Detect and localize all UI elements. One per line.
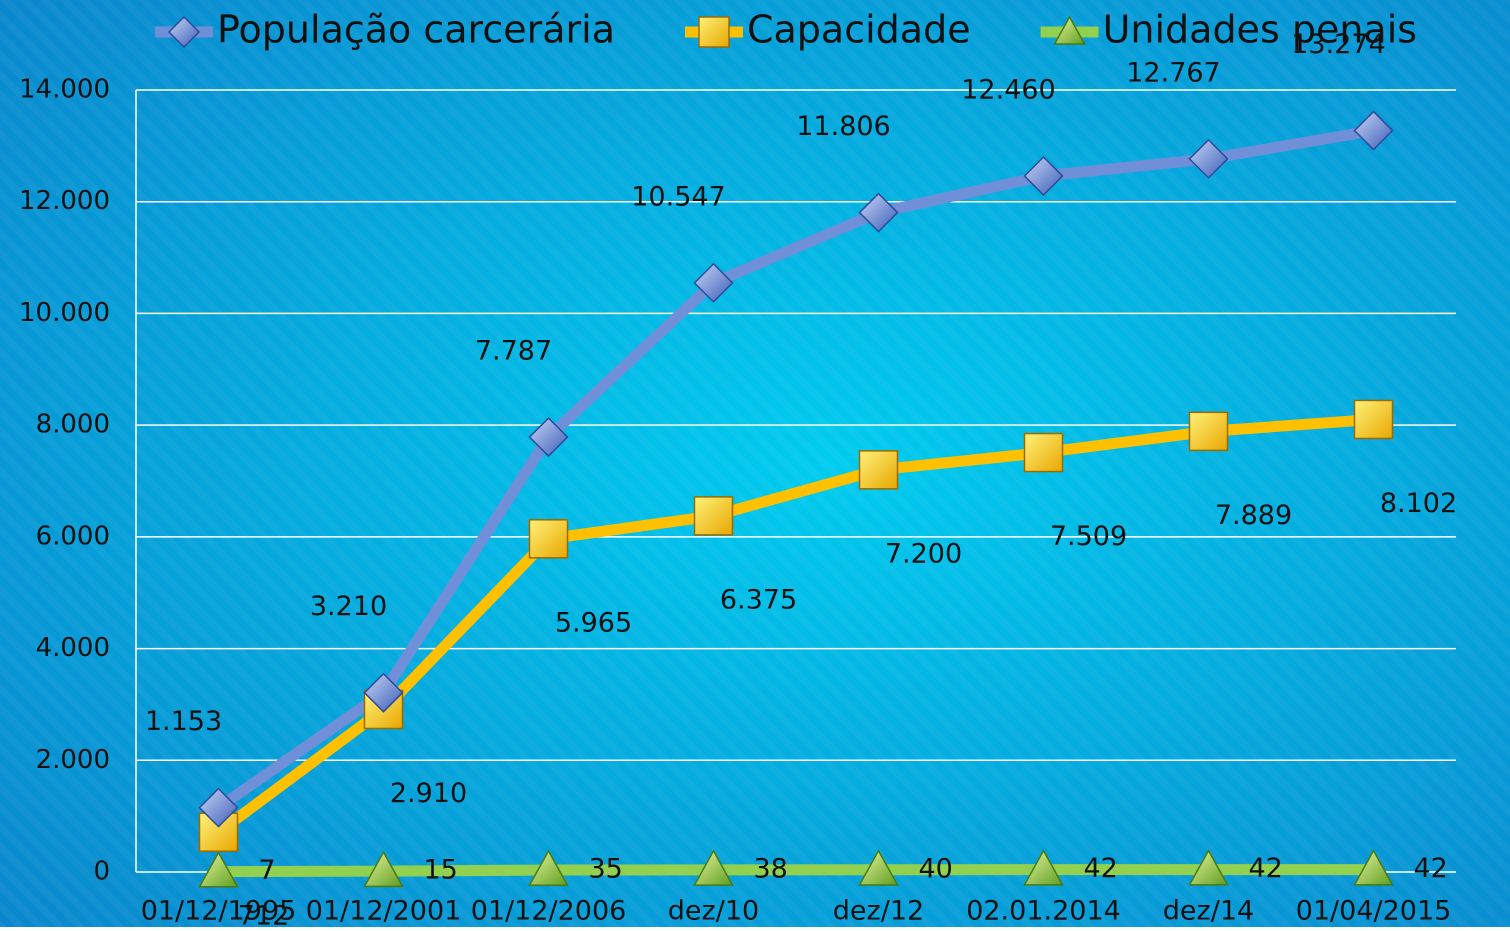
marker-diamond: [528, 416, 569, 458]
y-tick-label: 14.000: [19, 75, 110, 105]
marker-diamond: [858, 192, 899, 233]
y-tick-label: 0: [93, 857, 110, 887]
marker-triangle: [1188, 849, 1229, 886]
marker-diamond: [363, 672, 404, 713]
marker-diamond: [693, 262, 734, 303]
marker-diamond: [1188, 138, 1229, 179]
series-line: [215, 413, 1374, 837]
data-label: 712: [238, 901, 290, 927]
y-tick-label: 12.000: [19, 186, 110, 216]
y-tick-label: 6.000: [36, 521, 110, 551]
data-label: 35: [589, 854, 623, 885]
marker-diamond: [1023, 155, 1064, 197]
data-label: 7: [259, 855, 276, 886]
marker-triangle: [198, 851, 239, 888]
data-label: 38: [754, 853, 788, 884]
legend-label: Unidades penais: [1103, 8, 1417, 52]
data-label: 7.787: [475, 336, 552, 367]
x-tick-label: 01/04/2015: [1296, 896, 1452, 927]
marker-triangle: [1353, 849, 1394, 886]
data-label: 7.200: [885, 538, 962, 569]
marker-diamond: [167, 15, 201, 49]
x-tick-label: 02.01.2014: [966, 896, 1121, 927]
marker-diamond: [198, 787, 239, 828]
data-label: 15: [424, 855, 458, 886]
marker-triangle: [1023, 849, 1064, 886]
marker-triangle: [1053, 15, 1086, 45]
x-tick-label: dez/10: [668, 896, 759, 927]
data-label: 5.965: [555, 607, 632, 638]
x-tick-label: dez/14: [1163, 896, 1254, 927]
data-label: 2.910: [390, 778, 467, 809]
y-tick-label: 4.000: [36, 633, 110, 663]
data-label: 7.889: [1215, 500, 1292, 531]
data-label: 40: [919, 853, 953, 884]
marker-square: [1188, 411, 1229, 452]
legend-label: Capacidade: [747, 8, 971, 52]
data-label: 13.274: [1291, 29, 1385, 60]
y-tick-label: 8.000: [36, 410, 110, 440]
marker-diamond: [1353, 110, 1394, 151]
marker-triangle: [858, 849, 899, 886]
y-tick-label: 2.000: [36, 745, 110, 775]
x-tick-label: 01/12/1995: [141, 896, 297, 927]
data-label: 12.767: [1126, 57, 1220, 88]
data-label: 42: [1084, 853, 1118, 884]
data-label: 42: [1249, 853, 1283, 884]
legend-label: População carcerária: [217, 8, 615, 52]
marker-square: [528, 519, 569, 559]
series-line: [218, 864, 1374, 878]
data-label: 7.509: [1050, 521, 1127, 552]
data-label: 10.547: [631, 181, 725, 212]
x-tick-label: 01/12/2006: [471, 896, 627, 927]
x-tick-label: 01/12/2001: [306, 896, 462, 927]
marker-square: [698, 16, 730, 48]
data-label: 12.460: [961, 75, 1055, 106]
data-label: 42: [1414, 853, 1448, 884]
data-label: 11.806: [796, 111, 890, 142]
marker-square: [1353, 399, 1394, 440]
series-line: [215, 125, 1375, 813]
data-label: 6.375: [720, 584, 797, 615]
data-label: 1.153: [145, 706, 222, 737]
marker-square: [1023, 432, 1064, 473]
marker-triangle: [693, 849, 734, 886]
data-label: 3.210: [310, 591, 387, 622]
marker-square: [693, 496, 734, 536]
x-tick-label: dez/12: [833, 896, 924, 927]
marker-triangle: [363, 850, 404, 888]
marker-triangle: [528, 849, 569, 886]
marker-square: [858, 450, 899, 490]
data-label: 8.102: [1380, 488, 1457, 519]
y-tick-label: 10.000: [19, 298, 110, 328]
